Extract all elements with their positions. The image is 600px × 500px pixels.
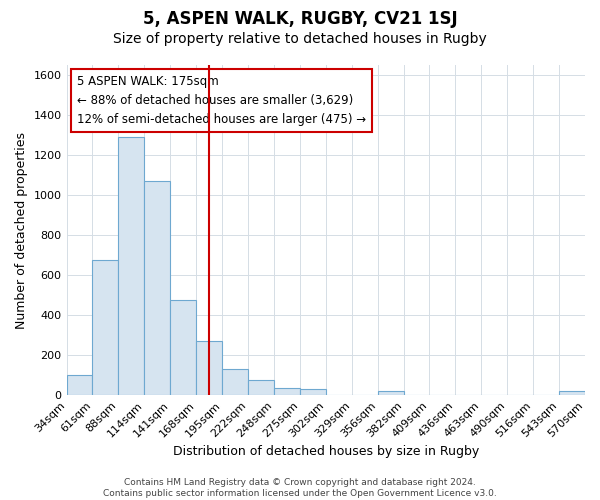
Bar [170,300,196,395]
Text: Size of property relative to detached houses in Rugby: Size of property relative to detached ho… [113,32,487,46]
Bar [377,391,404,395]
Text: 5, ASPEN WALK, RUGBY, CV21 1SJ: 5, ASPEN WALK, RUGBY, CV21 1SJ [143,10,457,28]
Bar [67,375,92,395]
Bar [92,260,118,395]
Bar [274,388,300,395]
Bar [196,341,222,395]
Bar [222,369,248,395]
X-axis label: Distribution of detached houses by size in Rugby: Distribution of detached houses by size … [173,444,479,458]
Bar [118,137,145,395]
Bar [300,389,326,395]
Bar [559,391,585,395]
Y-axis label: Number of detached properties: Number of detached properties [15,132,28,328]
Text: 5 ASPEN WALK: 175sqm
← 88% of detached houses are smaller (3,629)
12% of semi-de: 5 ASPEN WALK: 175sqm ← 88% of detached h… [77,75,366,126]
Text: Contains HM Land Registry data © Crown copyright and database right 2024.
Contai: Contains HM Land Registry data © Crown c… [103,478,497,498]
Bar [248,380,274,395]
Bar [145,181,170,395]
